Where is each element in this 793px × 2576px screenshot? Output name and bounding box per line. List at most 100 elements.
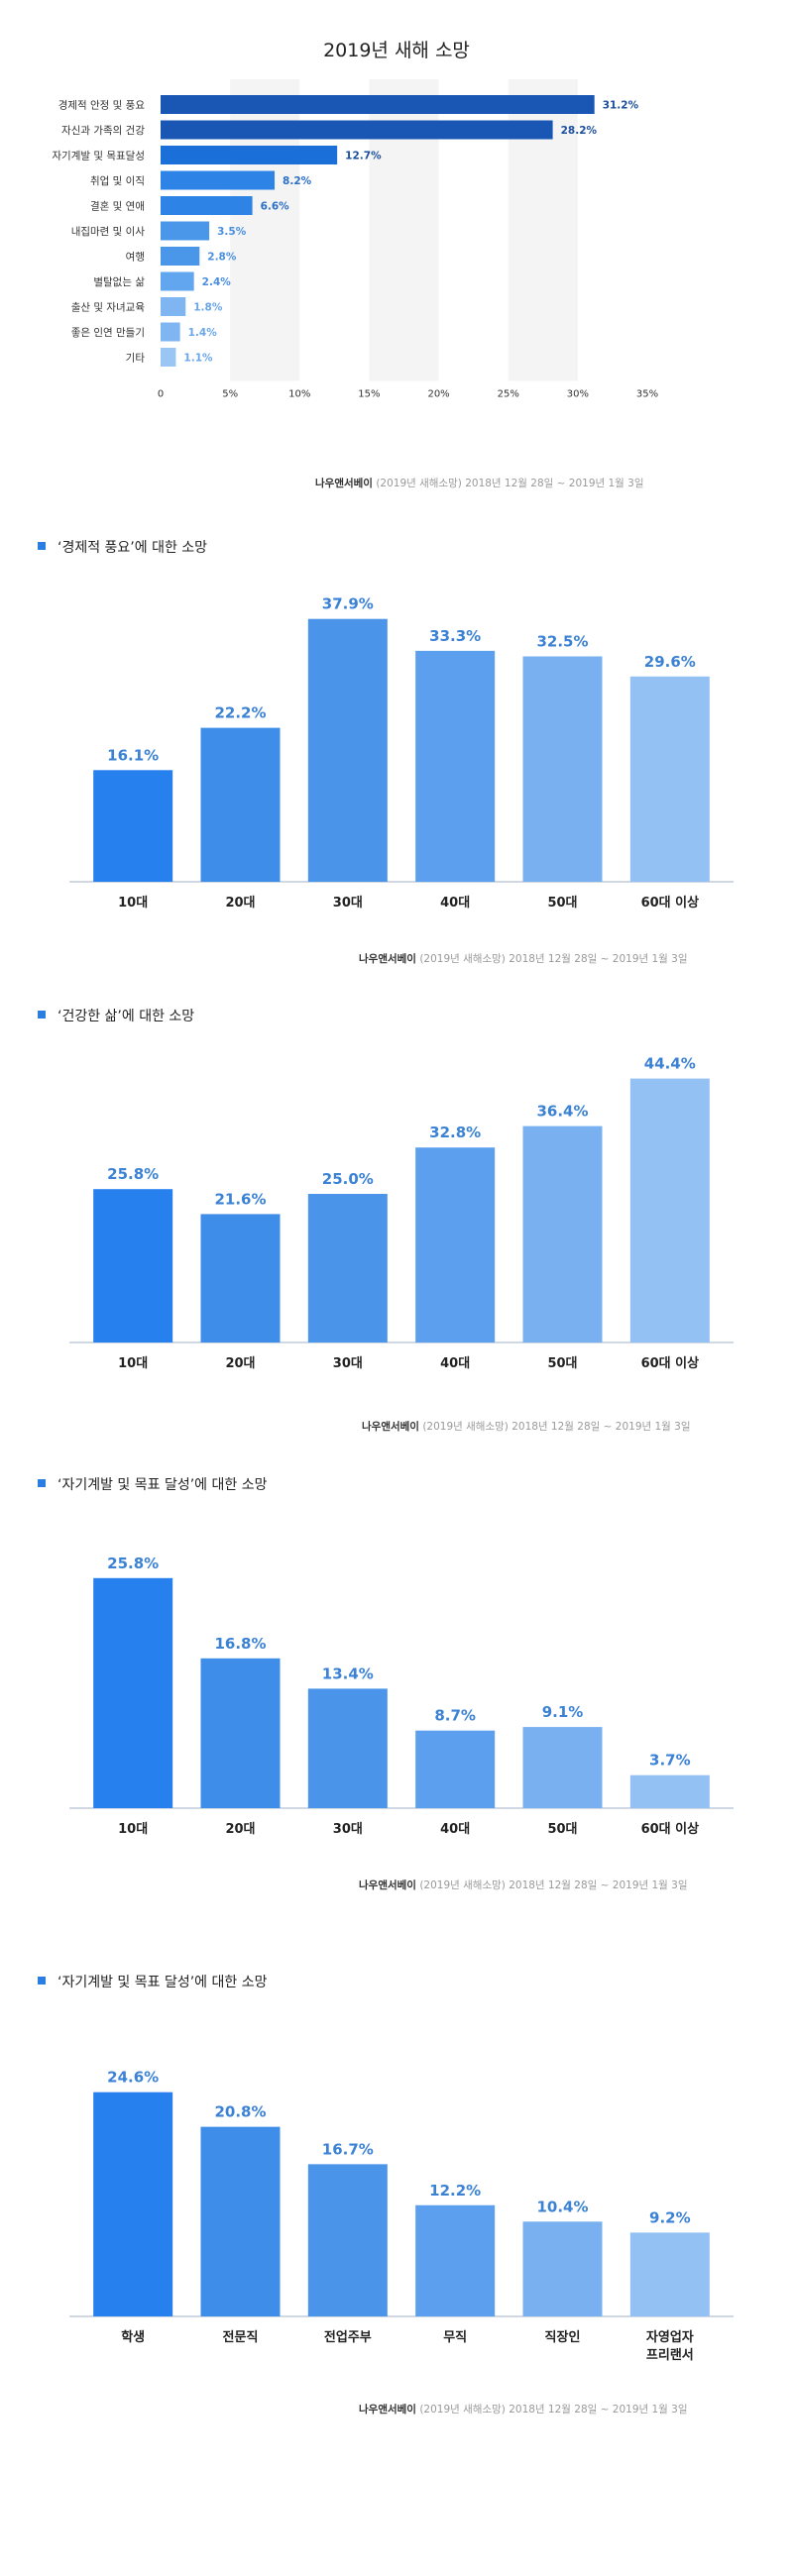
bar	[629, 676, 710, 882]
category-label: 내집마련 및 이사	[71, 226, 146, 238]
bar	[161, 146, 338, 164]
category-label: 40대	[440, 896, 470, 911]
bar	[200, 1658, 281, 1808]
section-marker-icon	[38, 542, 46, 550]
bar	[307, 2164, 388, 2316]
bar	[522, 1727, 603, 1808]
source-brand: 나우앤서베이	[359, 1879, 416, 1891]
category-label: 취업 및 이직	[90, 174, 145, 187]
data-label: 22.2%	[214, 704, 266, 722]
section-title-health: ‘건강한 삶’에 대한 소망	[38, 1006, 194, 1025]
source-brand: 나우앤서베이	[315, 478, 373, 489]
bar	[415, 1147, 496, 1342]
bar	[415, 650, 496, 882]
source-note: 나우앤서베이 (2019년 새해소망) 2018년 12월 28일 ~ 2019…	[359, 1878, 688, 1892]
data-label: 25.0%	[322, 1170, 374, 1188]
category-label: 30대	[333, 1822, 363, 1837]
category-label: 출산 및 자녀교육	[71, 302, 146, 314]
section-title-selfdev-occupation: ‘자기계발 및 목표 달성’에 대한 소망	[38, 1972, 267, 1991]
data-label: 37.9%	[322, 595, 374, 613]
category-label: 20대	[225, 896, 255, 911]
category-label: 60대 이상	[641, 1821, 700, 1837]
bar	[161, 196, 253, 215]
data-label: 21.6%	[214, 1190, 266, 1208]
x-tick-label: 15%	[358, 389, 380, 400]
category-label: 60대 이상	[641, 895, 700, 911]
category-label: 좋은 인연 만들기	[71, 327, 145, 339]
data-label: 10.4%	[536, 2198, 588, 2215]
bar	[161, 271, 194, 291]
section-marker-icon	[38, 1479, 46, 1487]
bar	[200, 727, 281, 882]
category-label: 결혼 및 연애	[90, 200, 145, 213]
vbar-chart-health-by-age: 25.8% 10대 21.6% 20대 25.0% 30대 32.8% 40대 36.4% 50대…	[69, 1055, 734, 1371]
source-detail: (2019년 새해소망) 2018년 12월 28일 ~ 2019년 1월 3일	[419, 2404, 688, 2415]
data-label: 1.1%	[183, 353, 213, 365]
category-label: 직장인	[545, 2329, 581, 2345]
bar	[93, 2092, 173, 2316]
bar	[200, 2126, 281, 2316]
bar	[522, 2221, 603, 2316]
category-label: 60대 이상	[641, 1355, 700, 1371]
data-label: 29.6%	[644, 653, 696, 671]
bar	[161, 170, 276, 190]
x-tick-label: 10%	[288, 389, 310, 400]
source-brand: 나우앤서베이	[362, 1421, 419, 1433]
data-label: 12.2%	[429, 2182, 481, 2200]
data-label: 16.8%	[214, 1635, 266, 1653]
data-label: 1.4%	[188, 327, 218, 339]
category-label: 50대	[547, 1356, 577, 1371]
bar	[629, 1774, 710, 1808]
hbar-chart-new-year-wishes: 경제적 안정 및 풍요 31.2% 자신과 가족의 건강 28.2% 자기계발 및 목표…	[52, 79, 658, 400]
bar	[629, 2232, 710, 2316]
data-label: 25.8%	[107, 1165, 159, 1183]
source-brand: 나우앤서베이	[359, 2404, 416, 2415]
category-label: 50대	[547, 896, 577, 911]
data-label: 24.6%	[107, 2069, 159, 2087]
data-label: 16.7%	[322, 2140, 374, 2158]
source-detail: (2019년 새해소망) 2018년 12월 28일 ~ 2019년 1월 3일	[422, 1421, 691, 1433]
data-label: 8.7%	[434, 1707, 476, 1725]
data-label: 9.2%	[649, 2208, 691, 2226]
data-label: 36.4%	[536, 1103, 588, 1121]
bar	[93, 1577, 173, 1808]
bar	[522, 1126, 603, 1342]
data-label: 20.8%	[214, 2103, 266, 2121]
category-label: 자신과 가족의 건강	[61, 125, 145, 137]
bar	[161, 221, 210, 241]
source-detail: (2019년 새해소망) 2018년 12월 28일 ~ 2019년 1월 3일	[419, 1879, 688, 1891]
bar	[415, 2204, 496, 2316]
section-marker-icon	[38, 1011, 46, 1019]
vbar-chart-selfdev-by-age: 25.8% 10대 16.8% 20대 13.4% 30대 8.7% 40대 9.1% 50대 3.…	[69, 1555, 734, 1837]
data-label: 16.1%	[107, 746, 159, 764]
section-title-economic: ‘경제적 풍요’에 대한 소망	[38, 537, 207, 557]
category-label: 학생	[121, 2329, 145, 2345]
data-label: 32.8%	[429, 1124, 481, 1141]
category-label: 기타	[126, 353, 146, 365]
category-label: 여행	[126, 252, 145, 264]
x-tick-label: 25%	[498, 389, 519, 400]
data-label: 28.2%	[561, 125, 598, 137]
category-label: 40대	[440, 1356, 470, 1371]
category-label: 자기계발 및 목표달성	[52, 151, 145, 162]
category-label: 10대	[118, 1822, 148, 1837]
bar	[93, 1189, 173, 1342]
section-title-text: ‘자기계발 및 목표 달성’에 대한 소망	[57, 1975, 268, 1990]
source-detail: (2019년 새해소망) 2018년 12월 28일 ~ 2019년 1월 3일	[419, 953, 688, 965]
bar	[522, 656, 603, 882]
bar	[93, 770, 173, 882]
source-note: 나우앤서베이 (2019년 새해소망) 2018년 12월 28일 ~ 2019…	[359, 2402, 688, 2416]
data-label: 9.1%	[542, 1703, 584, 1721]
data-label: 2.8%	[207, 252, 237, 264]
source-note: 나우앤서베이 (2019년 새해소망) 2018년 12월 28일 ~ 2019…	[359, 951, 688, 966]
bar	[161, 120, 553, 140]
source-note: 나우앤서베이 (2019년 새해소망) 2018년 12월 28일 ~ 2019…	[315, 476, 644, 490]
page-title: 2019년 새해 소망	[323, 40, 470, 61]
x-tick-label: 35%	[636, 389, 658, 400]
bar	[415, 1730, 496, 1808]
category-label: 별탈없는 삶	[93, 275, 145, 288]
vbar-chart-economic-by-age: 16.1% 10대 22.2% 20대 37.9% 30대 33.3% 40대 32.5% 50대…	[69, 595, 734, 911]
category-label: 무직	[443, 2329, 467, 2345]
bar	[161, 297, 186, 316]
bar	[307, 618, 388, 882]
